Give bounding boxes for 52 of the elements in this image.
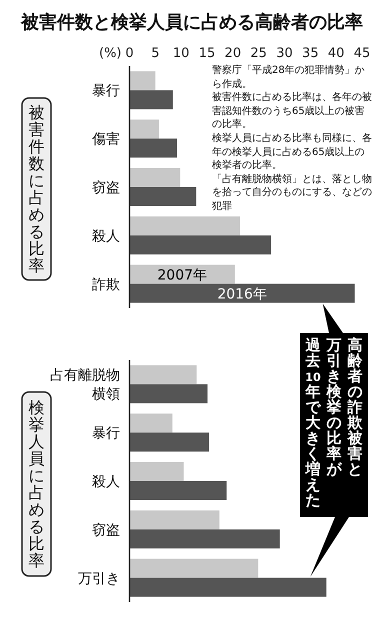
bar [130, 432, 210, 452]
y-tick-label: 暴行 [92, 426, 120, 442]
text: 検挙人員に占める比率 [28, 398, 44, 570]
x-tick-label: 25 [250, 46, 267, 61]
y-tick-label: 万引き [78, 570, 120, 587]
x-tick-label: 35 [302, 46, 319, 61]
annotation: 被害件数に占める比率は、各年の被害認知件数のうち65歳以上の被害の比率。 [212, 91, 372, 132]
y-tick-label: 詐欺 [92, 276, 120, 293]
bar [130, 365, 197, 384]
text: 過去10年で大きく増えた [305, 336, 321, 509]
x-tick-label: 20 [224, 46, 242, 61]
annotation: 検挙人員に占める比率も同様に、各年の検挙人員に占める65歳以上の検挙者の比率。 [212, 132, 372, 173]
x-axis-title: (%) [99, 46, 122, 61]
bar [130, 216, 240, 236]
bar [130, 510, 220, 530]
x-tick-label: 5 [151, 46, 160, 61]
bar [130, 168, 180, 187]
bar [130, 235, 272, 254]
text: 万引き検挙の比率が [326, 336, 342, 478]
y-tick-label: 占有離脱物横領 [50, 368, 120, 403]
text: 高齢者の詐欺被害と [348, 336, 362, 478]
annotation: 「占有離脱物横領」とは、落とし物を拾って自分のものにする、などの犯罪 [212, 172, 372, 214]
bar [130, 187, 196, 206]
bar [130, 138, 178, 158]
bar [130, 284, 355, 303]
y-tick-label: 暴行 [92, 83, 120, 100]
bar [130, 529, 280, 548]
x-tick-label: 40 [328, 46, 344, 61]
y-tick-label: 窃盗 [92, 180, 120, 196]
annotation: 警察庁「平成28年の犯罪情勢」から作成。 [212, 64, 366, 92]
bar [130, 71, 156, 90]
series-label: 2016年 [217, 286, 267, 302]
bar [130, 578, 326, 597]
bar [130, 414, 172, 433]
x-tick-label: 45 [354, 46, 370, 61]
series-label: 2007年 [157, 267, 208, 284]
chart-title: 被害件数と検挙人員に占める高齢者の比率 [20, 12, 363, 33]
y-tick-label: 傷害 [91, 132, 120, 148]
y-tick-label: 殺人 [92, 228, 120, 244]
y-tick-label: 殺人 [92, 474, 120, 490]
bar [130, 481, 227, 500]
bar [130, 120, 159, 139]
text: 被害件数に占める比率 [28, 103, 44, 275]
x-tick-label: 10 [172, 46, 190, 61]
x-tick-label: 0 [125, 46, 134, 61]
bar [130, 558, 258, 578]
y-tick-label: 窃盗 [92, 522, 120, 538]
bar [130, 462, 184, 481]
bar [130, 90, 173, 110]
bar [130, 384, 208, 404]
x-tick-label: 30 [276, 46, 293, 61]
x-tick-label: 15 [198, 46, 216, 61]
